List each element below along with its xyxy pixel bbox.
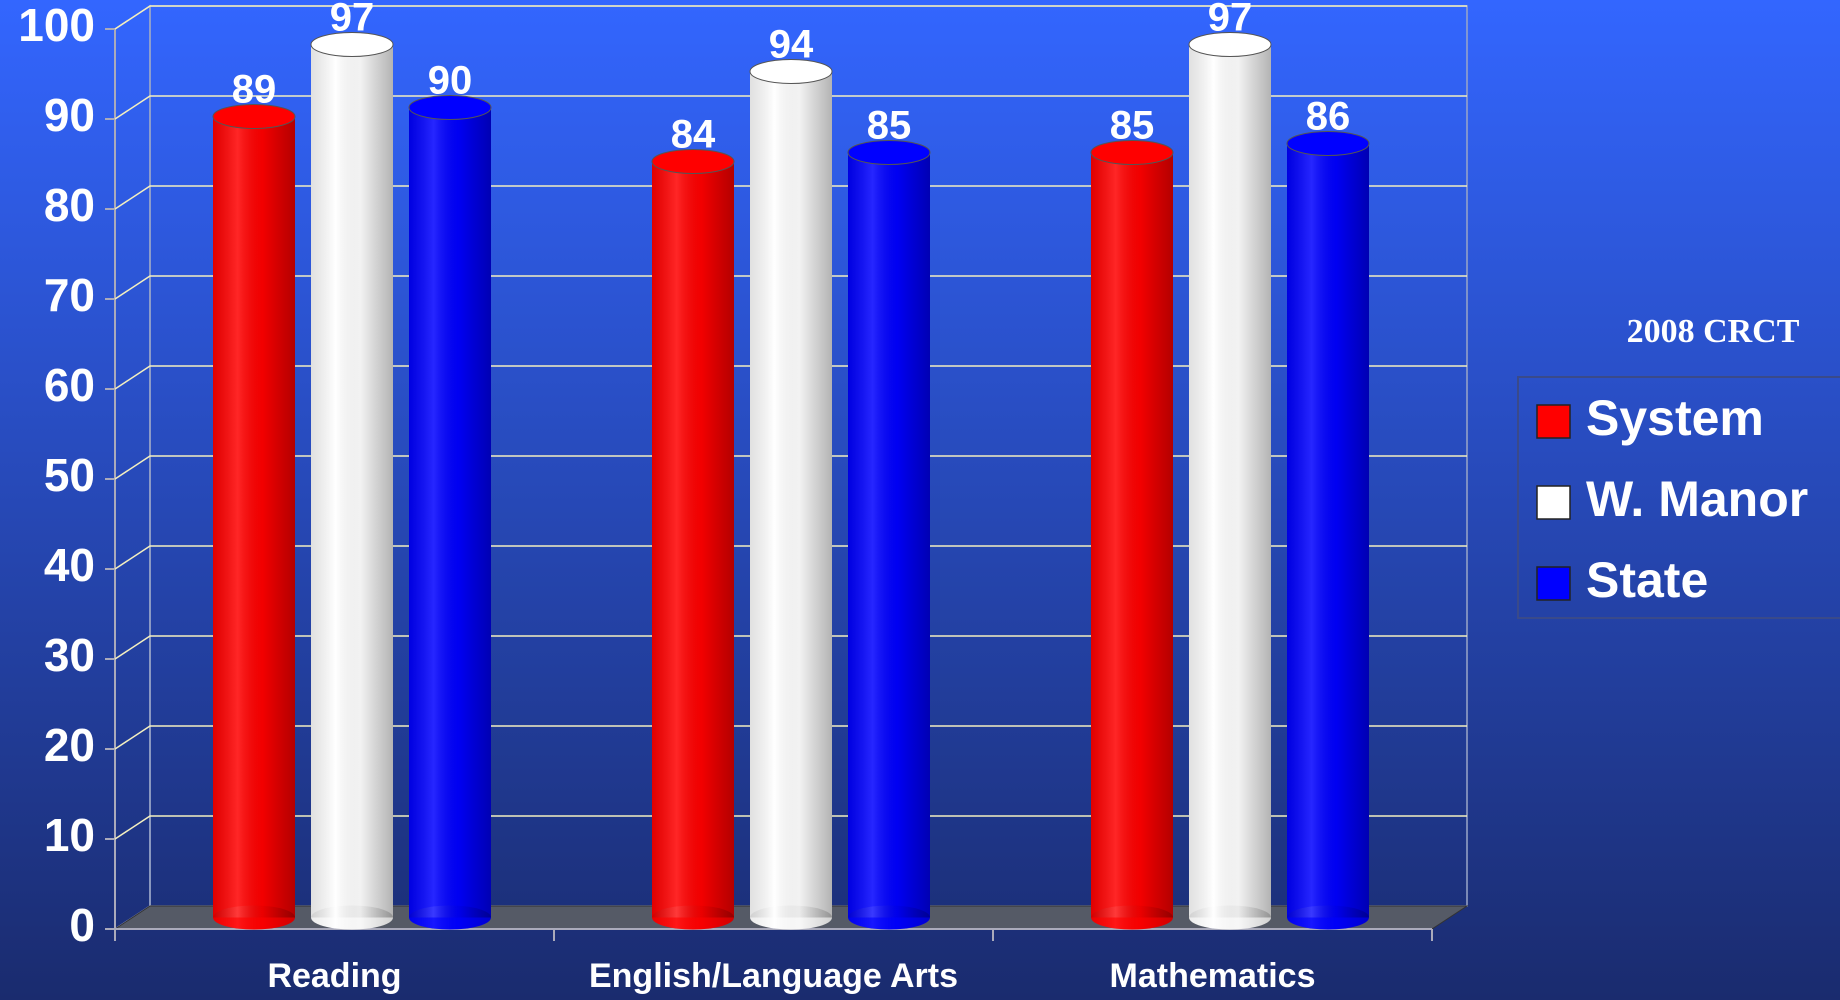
bar-shade-base	[1091, 905, 1173, 930]
grid-line	[114, 725, 1467, 750]
bar-shade	[848, 152, 930, 918]
y-tick-label: 100	[18, 0, 95, 51]
legend-label: State	[1586, 552, 1708, 608]
grid-line	[114, 95, 1467, 120]
bar-shade	[750, 71, 832, 918]
bar-top	[212, 104, 296, 129]
grid-line	[114, 275, 1467, 300]
bar-top	[749, 59, 833, 84]
grid-line	[114, 5, 1467, 30]
x-tick-label: Reading	[267, 957, 401, 995]
y-tick-label: 30	[44, 629, 95, 681]
data-label: 89	[232, 68, 277, 112]
bar-shade	[1189, 44, 1271, 918]
y-tick-label: 80	[44, 179, 95, 231]
y-tick-label: 40	[44, 539, 95, 591]
bar-shade	[1091, 152, 1173, 918]
bar-shade-base	[848, 905, 930, 930]
grid-line	[114, 635, 1467, 660]
data-label: 84	[671, 113, 716, 157]
grid-line	[114, 185, 1467, 210]
bar-shade-base	[1287, 905, 1369, 930]
data-label: 90	[428, 59, 473, 103]
x-tick-label: English/Language Arts	[589, 957, 958, 995]
y-tick-label: 50	[44, 449, 95, 501]
bar-shade-base	[750, 905, 832, 930]
legend-label: System	[1586, 390, 1764, 446]
legend-label: W. Manor	[1586, 471, 1808, 527]
grid-line	[114, 815, 1467, 840]
grid-line	[114, 545, 1467, 570]
grid-line	[114, 455, 1467, 480]
legend-title: 2008 CRCT	[1627, 313, 1800, 350]
bar-shade	[1287, 143, 1369, 918]
bar-shade	[409, 107, 491, 918]
grid-line	[114, 365, 1467, 390]
bar-top	[847, 140, 931, 165]
bar-top	[1090, 140, 1174, 165]
y-tick-label: 60	[44, 359, 95, 411]
legend-box	[1517, 376, 1840, 619]
bar-top	[408, 95, 492, 120]
x-tick-label: Mathematics	[1110, 957, 1316, 995]
bar-shade-base	[213, 905, 295, 930]
legend-swatch	[1536, 485, 1571, 520]
bar-shade	[652, 161, 734, 918]
bar-top	[651, 149, 735, 174]
bar-top	[310, 32, 394, 57]
bar-shade-base	[1189, 905, 1271, 930]
y-tick-label: 90	[44, 89, 95, 141]
data-label: 97	[1208, 0, 1253, 40]
legend-swatch	[1536, 566, 1571, 601]
data-label: 85	[1110, 104, 1155, 148]
bar-shade	[213, 116, 295, 918]
y-tick-label: 20	[44, 719, 95, 771]
data-label: 86	[1306, 95, 1351, 139]
bar-top	[1188, 32, 1272, 57]
y-tick-label: 70	[44, 269, 95, 321]
data-label: 97	[330, 0, 375, 40]
y-tick-label: 10	[44, 809, 95, 861]
y-tick-label: 0	[69, 899, 95, 951]
legend-swatch	[1536, 404, 1571, 439]
bar-shade-base	[652, 905, 734, 930]
data-label: 94	[769, 23, 814, 67]
bar-shade	[311, 44, 393, 918]
bar-top	[1286, 131, 1370, 156]
bar-shade-base	[311, 905, 393, 930]
bar-shade-base	[409, 905, 491, 930]
data-label: 85	[867, 104, 912, 148]
